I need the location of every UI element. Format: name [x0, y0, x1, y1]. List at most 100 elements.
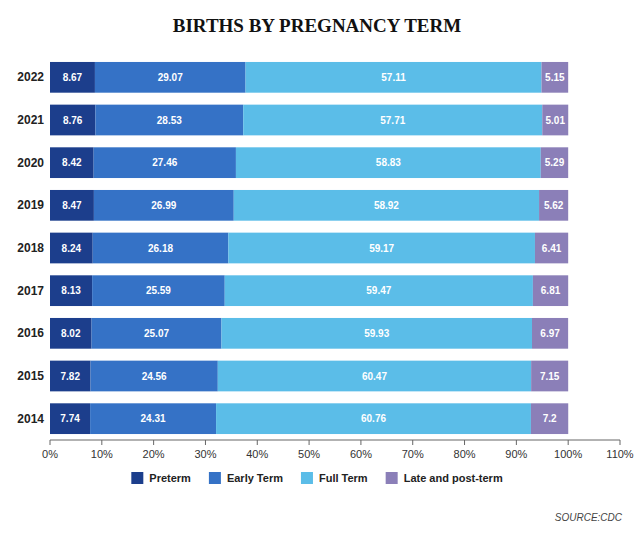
- tick-label: 90%: [505, 448, 527, 460]
- bar-segment: [91, 361, 218, 392]
- data-label: 8.02: [61, 328, 81, 339]
- bar-segment: [531, 361, 568, 392]
- data-label: 8.47: [62, 200, 82, 211]
- data-label: 59.47: [366, 285, 391, 296]
- bar-segment: [539, 190, 568, 221]
- data-label: 8.67: [63, 72, 83, 83]
- bar-segment: [243, 105, 542, 136]
- bar-segment: [216, 403, 531, 434]
- legend-swatch: [301, 472, 313, 484]
- bar-segment: [50, 190, 94, 221]
- data-label: 57.11: [381, 72, 406, 83]
- bar-segment: [93, 233, 229, 264]
- category-label: 2021: [17, 113, 44, 127]
- bar-segment: [542, 105, 568, 136]
- x-axis: 0%10%20%30%40%50%60%70%80%90%100%110%: [42, 440, 634, 460]
- tick-mark: [360, 440, 361, 445]
- tick-label: 70%: [402, 448, 424, 460]
- category-label: 2015: [17, 369, 44, 383]
- data-label: 59.93: [364, 328, 389, 339]
- legend-label: Full Term: [319, 472, 368, 484]
- legend-swatch: [209, 472, 221, 484]
- y-axis: 202220212020201920182017201620152014: [17, 70, 44, 425]
- bar-segment: [246, 62, 542, 93]
- bar-segment: [92, 275, 225, 306]
- title: BIRTHS BY PREGNANCY TERM: [173, 15, 461, 36]
- bar-segment: [50, 361, 91, 392]
- data-label: 8.24: [62, 243, 82, 254]
- tick-label: 110%: [606, 448, 634, 460]
- data-labels: 8.678.768.428.478.248.138.027.827.7429.0…: [60, 72, 565, 424]
- legend-swatch: [386, 472, 398, 484]
- bar-segment: [50, 105, 95, 136]
- bar-segment: [228, 233, 535, 264]
- bar-segment: [50, 318, 92, 349]
- tick-mark: [309, 440, 310, 445]
- bar-segment: [531, 403, 568, 434]
- tick-label: 100%: [554, 448, 582, 460]
- tick-mark: [153, 440, 154, 445]
- legend-item: Preterm: [131, 472, 191, 484]
- category-label: 2016: [17, 326, 44, 340]
- bar-segment: [535, 233, 568, 264]
- bar-segment: [218, 361, 531, 392]
- bar-segment: [94, 190, 234, 221]
- data-label: 59.17: [369, 243, 394, 254]
- tick-mark: [464, 440, 465, 445]
- data-label: 8.76: [63, 115, 83, 126]
- tick-mark: [205, 440, 206, 445]
- tick-mark: [620, 440, 621, 445]
- data-label: 26.18: [148, 243, 173, 254]
- category-label: 2020: [17, 156, 44, 170]
- legend-item: Full Term: [301, 472, 368, 484]
- tick-mark: [568, 440, 569, 445]
- bar-segment: [50, 147, 94, 178]
- legend-label: Late and post-term: [404, 472, 503, 484]
- bar-segment: [90, 403, 216, 434]
- legend-item: Late and post-term: [386, 472, 503, 484]
- chart: BIRTHS BY PREGNANCY TERM0%10%20%30%40%50…: [0, 0, 634, 533]
- data-label: 5.15: [545, 72, 565, 83]
- tick-mark: [412, 440, 413, 445]
- data-label: 5.29: [545, 157, 565, 168]
- data-label: 6.97: [540, 328, 560, 339]
- data-label: 27.46: [152, 157, 177, 168]
- category-label: 2019: [17, 198, 44, 212]
- data-label: 5.62: [544, 200, 564, 211]
- data-label: 26.99: [151, 200, 176, 211]
- bar-segment: [533, 275, 568, 306]
- bar-segment: [50, 62, 95, 93]
- data-label: 7.15: [540, 371, 560, 382]
- bar-segment: [50, 403, 90, 434]
- legend-label: Early Term: [227, 472, 283, 484]
- data-label: 25.07: [144, 328, 169, 339]
- bar-segment: [94, 147, 236, 178]
- data-label: 60.47: [362, 371, 387, 382]
- bar-segment: [95, 105, 243, 136]
- legend-swatch: [131, 472, 143, 484]
- data-label: 28.53: [157, 115, 182, 126]
- tick-label: 10%: [91, 448, 113, 460]
- bars: [50, 62, 568, 434]
- category-label: 2018: [17, 241, 44, 255]
- category-label: 2022: [17, 70, 44, 84]
- tick-label: 40%: [246, 448, 268, 460]
- tick-mark: [516, 440, 517, 445]
- tick-label: 20%: [143, 448, 165, 460]
- tick-mark: [101, 440, 102, 445]
- tick-label: 60%: [350, 448, 372, 460]
- legend-item: Early Term: [209, 472, 283, 484]
- bar-segment: [50, 233, 93, 264]
- legend-label: Preterm: [149, 472, 191, 484]
- tick-label: 50%: [298, 448, 320, 460]
- data-label: 60.76: [361, 413, 386, 424]
- bar-segment: [541, 147, 568, 178]
- tick-mark: [257, 440, 258, 445]
- data-label: 8.42: [62, 157, 82, 168]
- bar-segment: [532, 318, 568, 349]
- data-label: 29.07: [158, 72, 183, 83]
- bar-segment: [234, 190, 539, 221]
- bar-segment: [225, 275, 533, 306]
- bar-segment: [541, 62, 568, 93]
- data-label: 6.41: [542, 243, 562, 254]
